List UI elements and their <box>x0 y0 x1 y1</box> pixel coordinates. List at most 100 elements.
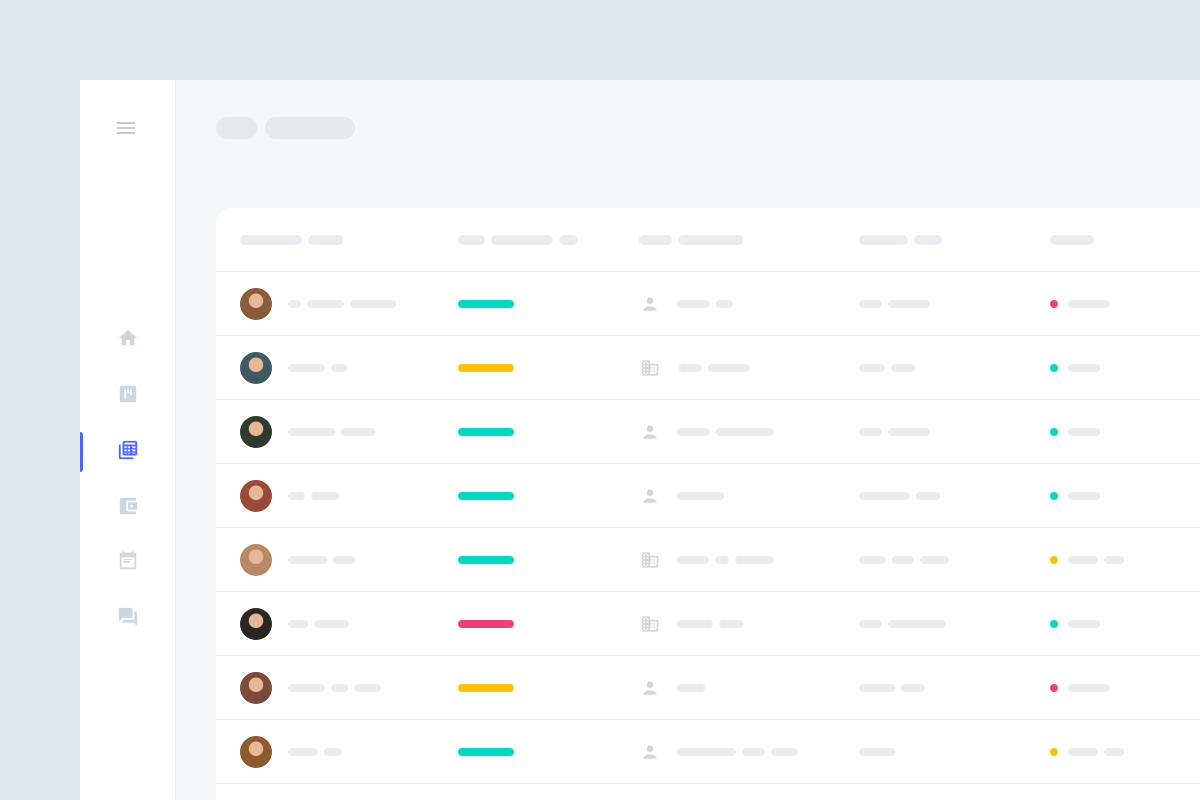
status-placeholder <box>1068 300 1110 308</box>
sidebar-item-home[interactable] <box>80 320 176 360</box>
avatar <box>240 672 272 704</box>
type-placeholder <box>715 556 729 564</box>
type-placeholder <box>677 300 710 308</box>
wallet-icon <box>117 495 139 522</box>
status-placeholder <box>1068 364 1100 372</box>
person-icon <box>640 678 660 698</box>
column-header <box>308 235 343 245</box>
status-dot <box>1050 620 1058 628</box>
status-placeholder <box>1068 556 1098 564</box>
value-placeholder <box>859 748 895 756</box>
status-dot <box>1050 556 1058 564</box>
data-table <box>216 208 1200 800</box>
status-dot <box>1050 492 1058 500</box>
name-placeholder <box>288 300 301 308</box>
board-icon <box>117 383 139 410</box>
type-placeholder <box>742 748 765 756</box>
table-row[interactable] <box>216 399 1200 463</box>
table-row[interactable] <box>216 335 1200 399</box>
type-placeholder <box>716 300 733 308</box>
app-window <box>80 80 1200 800</box>
value-placeholder <box>891 364 915 372</box>
status-placeholder <box>1068 748 1098 756</box>
status-bar <box>458 492 514 500</box>
avatar <box>240 736 272 768</box>
name-placeholder <box>288 492 305 500</box>
event-icon <box>117 550 139 577</box>
value-placeholder <box>859 492 910 500</box>
status-dot <box>1050 428 1058 436</box>
breadcrumb-item[interactable] <box>216 117 257 139</box>
value-placeholder <box>859 364 885 372</box>
person-icon <box>640 422 660 442</box>
hamburger-menu-icon[interactable] <box>117 122 135 134</box>
type-placeholder <box>771 748 798 756</box>
building-icon <box>640 358 660 378</box>
name-placeholder <box>288 620 308 628</box>
sidebar-item-calendar-grid[interactable] <box>80 432 176 472</box>
table-row[interactable] <box>216 463 1200 527</box>
name-placeholder <box>331 364 347 372</box>
sidebar-item-event[interactable] <box>80 543 176 583</box>
status-bar <box>458 364 514 372</box>
avatar <box>240 352 272 384</box>
type-placeholder <box>679 364 702 372</box>
status-bar <box>458 428 514 436</box>
column-header <box>240 235 302 245</box>
status-bar <box>458 556 514 564</box>
name-placeholder <box>311 492 339 500</box>
status-placeholder <box>1068 492 1100 500</box>
avatar <box>240 544 272 576</box>
avatar <box>240 288 272 320</box>
home-icon <box>117 327 139 354</box>
name-placeholder <box>331 684 348 692</box>
name-placeholder <box>354 684 381 692</box>
type-placeholder <box>677 748 736 756</box>
column-header <box>1050 235 1094 245</box>
name-placeholder <box>314 620 349 628</box>
table-row[interactable] <box>216 271 1200 335</box>
table-row-divider <box>216 783 1200 784</box>
status-placeholder <box>1068 684 1110 692</box>
name-placeholder <box>288 364 325 372</box>
name-placeholder <box>341 428 375 436</box>
building-icon <box>640 614 660 634</box>
column-header <box>639 235 672 245</box>
type-placeholder <box>716 428 774 436</box>
name-placeholder <box>350 300 396 308</box>
name-placeholder <box>324 748 342 756</box>
sidebar-item-board[interactable] <box>80 376 176 416</box>
name-placeholder <box>288 428 335 436</box>
column-header <box>859 235 908 245</box>
name-placeholder <box>333 556 355 564</box>
table-row[interactable] <box>216 527 1200 591</box>
status-dot <box>1050 364 1058 372</box>
table-row[interactable] <box>216 591 1200 655</box>
sidebar-item-wallet[interactable] <box>80 488 176 528</box>
calendar-grid-icon <box>117 439 139 466</box>
table-row[interactable] <box>216 655 1200 719</box>
column-header <box>678 235 743 245</box>
column-header <box>559 235 578 245</box>
status-dot <box>1050 684 1058 692</box>
name-placeholder <box>307 300 344 308</box>
sidebar-item-chat[interactable] <box>80 599 176 639</box>
person-icon <box>640 486 660 506</box>
column-header <box>458 235 485 245</box>
value-placeholder <box>888 428 930 436</box>
value-placeholder <box>888 300 930 308</box>
value-placeholder <box>859 300 882 308</box>
table-row[interactable] <box>216 719 1200 783</box>
avatar <box>240 416 272 448</box>
breadcrumb-item[interactable] <box>265 117 355 139</box>
active-indicator <box>80 432 83 472</box>
status-bar <box>458 300 514 308</box>
avatar <box>240 608 272 640</box>
status-dot <box>1050 748 1058 756</box>
column-header <box>914 235 942 245</box>
value-placeholder <box>916 492 940 500</box>
value-placeholder <box>892 556 914 564</box>
value-placeholder <box>888 620 946 628</box>
column-header <box>491 235 553 245</box>
name-placeholder <box>288 684 325 692</box>
